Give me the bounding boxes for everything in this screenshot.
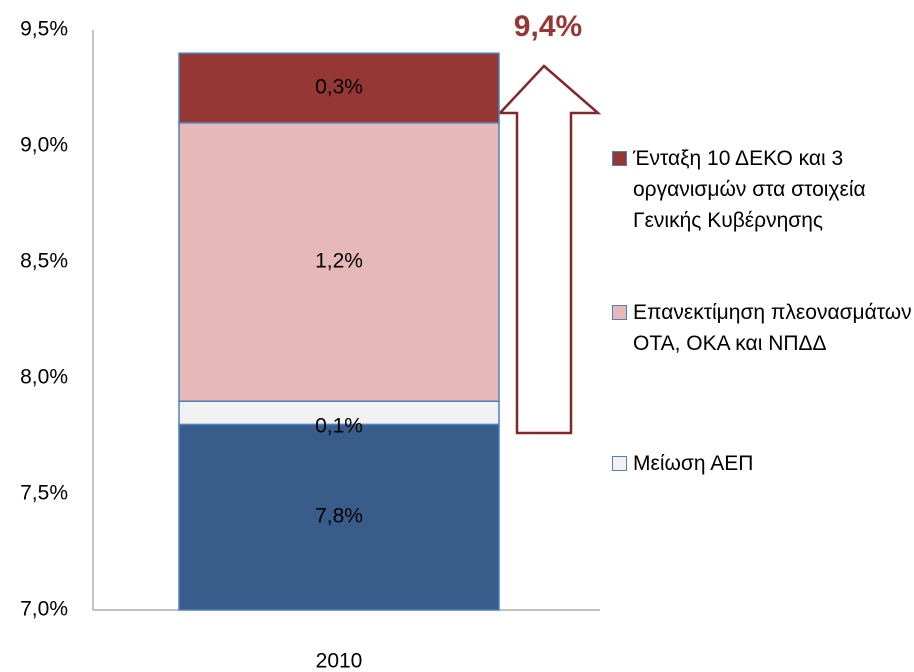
y-tick-label: 8,5%	[20, 250, 68, 273]
legend-label: Μείωση ΑΕΠ	[633, 452, 754, 475]
x-tick-label: 2010	[316, 650, 363, 672]
y-tick-label: 7,0%	[20, 598, 68, 621]
y-tick-label: 7,5%	[20, 482, 68, 505]
y-tick-label: 8,0%	[20, 366, 68, 389]
y-tick-label: 9,0%	[20, 134, 68, 157]
bar-segment	[178, 423, 500, 611]
data-label: 0,1%	[315, 414, 363, 437]
legend-label: Ένταξη 10 ΔΕΚΟ και 3 οργανισμών στα στοι…	[633, 147, 866, 232]
legend-item: Επανεκτίμηση πλεονασμάτων ΟΤΑ, ΟΚΑ και Ν…	[612, 297, 912, 359]
arrow	[497, 64, 602, 435]
legend-swatch	[612, 305, 627, 320]
legend-item: Ένταξη 10 ΔΕΚΟ και 3 οργανισμών στα στοι…	[612, 143, 912, 236]
legend-swatch	[612, 456, 627, 471]
y-tick-label: 9,5%	[20, 18, 68, 41]
legend-swatch	[612, 151, 627, 166]
bar-segment	[178, 52, 500, 124]
data-label: 7,8%	[315, 505, 363, 528]
legend-label: Επανεκτίμηση πλεονασμάτων ΟΤΑ, ΟΚΑ και Ν…	[633, 301, 912, 355]
bar-segment	[178, 122, 500, 402]
data-label: 0,3%	[315, 76, 363, 99]
annotation: 9,4%	[514, 10, 582, 43]
legend-item: Μείωση ΑΕΠ	[612, 448, 912, 479]
data-label: 1,2%	[315, 250, 363, 273]
